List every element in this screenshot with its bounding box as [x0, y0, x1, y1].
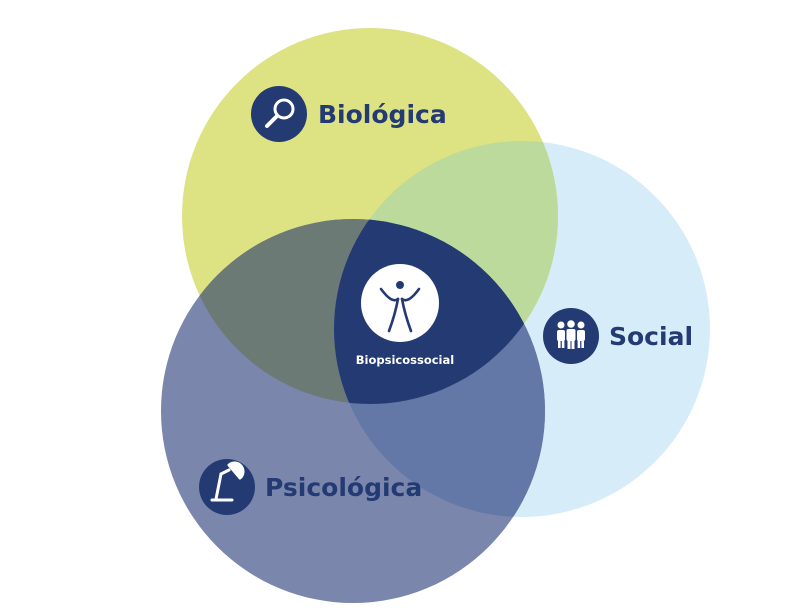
person-arms-raised-icon-badge — [361, 264, 439, 342]
desk-lamp-icon-badge — [199, 459, 255, 515]
desk-lamp-icon — [210, 461, 245, 502]
center-label: Biopsicossocial — [356, 353, 454, 367]
label-social: Social — [543, 308, 693, 364]
label-biologica: Biológica — [251, 86, 447, 142]
magnifier-icon-badge — [251, 86, 307, 142]
person-arms-raised-icon — [379, 281, 421, 333]
label-psicologica: Psicológica — [199, 459, 422, 515]
label-biologica-text: Biológica — [318, 100, 447, 129]
people-group-icon — [557, 320, 585, 349]
center-overlap — [334, 219, 545, 404]
magnifier-icon — [265, 98, 295, 128]
center-badge: Biopsicossocial — [356, 264, 454, 367]
label-social-text: Social — [609, 322, 693, 351]
label-psicologica-text: Psicológica — [265, 473, 422, 502]
